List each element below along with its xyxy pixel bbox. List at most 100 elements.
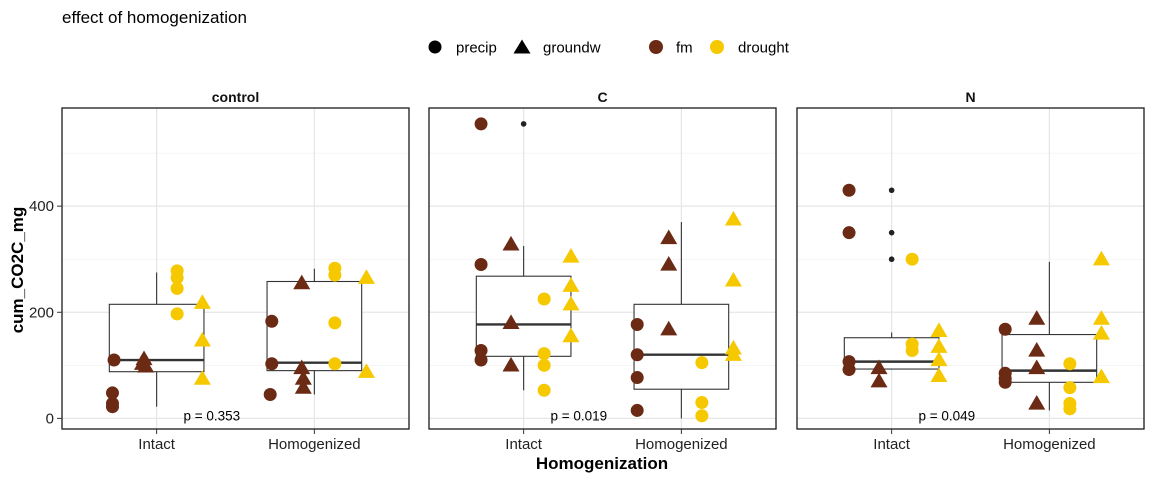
y-tick-label: 0 <box>46 410 54 427</box>
point-drought-precip <box>537 358 551 372</box>
legend-fm-symbol <box>649 40 663 54</box>
x-tick-label: Intact <box>873 436 911 453</box>
point-drought-groundw <box>1092 250 1110 266</box>
point-fm-groundw <box>1028 359 1046 375</box>
legend-groundw-label: groundw <box>543 40 601 57</box>
legend-item-groundw: groundw <box>513 39 601 57</box>
point-drought-precip <box>170 271 184 285</box>
box-homogenized <box>633 222 730 419</box>
point-fm-groundw <box>502 235 520 251</box>
y-tick-label: 200 <box>29 304 54 321</box>
point-drought-precip <box>537 292 551 306</box>
point-fm-precip <box>998 322 1012 336</box>
point-fm-precip <box>105 386 119 400</box>
data-points <box>105 261 375 414</box>
box-homogenized <box>266 268 363 395</box>
point-fm-precip <box>474 258 488 272</box>
point-fm-precip <box>630 371 644 385</box>
panel-strip-label: C <box>597 89 607 105</box>
panel-strip-label: control <box>212 89 259 105</box>
x-tick-label: Homogenized <box>268 436 361 453</box>
box-iqr <box>108 303 205 373</box>
point-fm-precip <box>474 117 488 131</box>
point-fm-groundw <box>660 229 678 245</box>
point-drought-groundw <box>193 370 211 385</box>
point-fm-precip <box>842 183 856 197</box>
point-drought-groundw <box>930 351 948 367</box>
panel-strip-label: N <box>965 89 975 105</box>
box-intact <box>843 187 940 370</box>
x-axis-title: Homogenization <box>536 454 668 473</box>
point-drought-groundw <box>930 367 948 383</box>
point-drought-groundw <box>724 346 742 361</box>
point-drought-groundw <box>1092 310 1110 325</box>
point-fm-groundw <box>1028 310 1046 325</box>
x-tick-label: Intact <box>138 436 176 453</box>
point-fm-precip <box>474 343 488 357</box>
point-drought-groundw <box>562 327 580 343</box>
point-fm-groundw <box>870 372 888 388</box>
point-drought-precip <box>170 307 184 321</box>
chart-title: effect of homogenization <box>62 8 247 27</box>
point-fm-precip <box>265 357 279 371</box>
point-drought-groundw <box>357 363 375 378</box>
box-outlier <box>520 121 527 127</box>
point-drought-groundw <box>357 269 375 284</box>
point-fm-precip <box>630 403 644 417</box>
point-drought-groundw <box>930 322 948 337</box>
legend: precip groundw fm drought <box>428 39 790 57</box>
panels: control p = 0.353 Intact Homogenized Cp = 0.… <box>61 89 1145 453</box>
point-fm-groundw <box>1028 395 1046 410</box>
panel-control: control p = 0.353 Intact Homogenized <box>61 89 410 453</box>
point-drought-groundw <box>724 210 742 226</box>
p-value-label: p = 0.019 <box>550 408 607 423</box>
legend-item-fm: fm <box>649 40 693 57</box>
panel-c: Cp = 0.019 Intact Homogenized <box>428 89 777 453</box>
p-value-label: p = 0.049 <box>918 408 975 423</box>
point-drought-groundw <box>1092 324 1110 340</box>
y-axis: 0 200 400 <box>29 198 62 427</box>
legend-groundw-symbol <box>513 39 531 54</box>
point-fm-groundw <box>1028 341 1046 357</box>
data-points <box>474 117 742 423</box>
box-outlier <box>888 229 895 236</box>
point-fm-groundw <box>502 356 520 372</box>
p-value-label: p = 0.353 <box>183 408 240 423</box>
point-fm-groundw <box>293 274 311 290</box>
point-fm-precip <box>998 375 1012 389</box>
panel-border <box>428 107 777 430</box>
point-drought-precip <box>1063 381 1077 395</box>
point-drought-precip <box>537 347 551 361</box>
point-fm-groundw <box>293 359 311 375</box>
point-fm-groundw <box>294 379 312 394</box>
point-fm-groundw <box>870 359 888 375</box>
point-drought-groundw <box>562 248 580 263</box>
legend-precip-symbol <box>428 40 442 54</box>
point-drought-groundw <box>562 295 580 311</box>
panel-n: Np = 0.049 Intact Homogenized <box>796 89 1145 453</box>
box-homogenized <box>1001 261 1098 411</box>
point-fm-precip <box>107 353 121 367</box>
y-axis-title: cum_CO2C_mg <box>8 207 27 334</box>
point-fm-precip <box>263 388 277 402</box>
legend-drought-symbol <box>710 40 724 54</box>
legend-item-precip: precip <box>428 40 497 57</box>
legend-fm-label: fm <box>676 40 693 57</box>
point-fm-precip <box>842 226 856 240</box>
point-drought-groundw <box>193 294 211 309</box>
point-fm-precip <box>842 363 856 377</box>
legend-drought-label: drought <box>738 40 790 57</box>
point-fm-precip <box>630 317 644 331</box>
x-tick-label: Intact <box>505 436 543 453</box>
point-drought-precip <box>1063 357 1077 371</box>
box-iqr <box>1001 334 1098 383</box>
point-drought-precip <box>328 268 342 282</box>
point-drought-groundw <box>724 271 742 287</box>
box-outlier <box>888 256 895 263</box>
box-iqr <box>266 280 363 372</box>
box-iqr <box>633 303 730 390</box>
point-drought-precip <box>905 252 919 266</box>
x-tick-label: Homogenized <box>1003 436 1096 453</box>
box-intact <box>475 121 572 391</box>
